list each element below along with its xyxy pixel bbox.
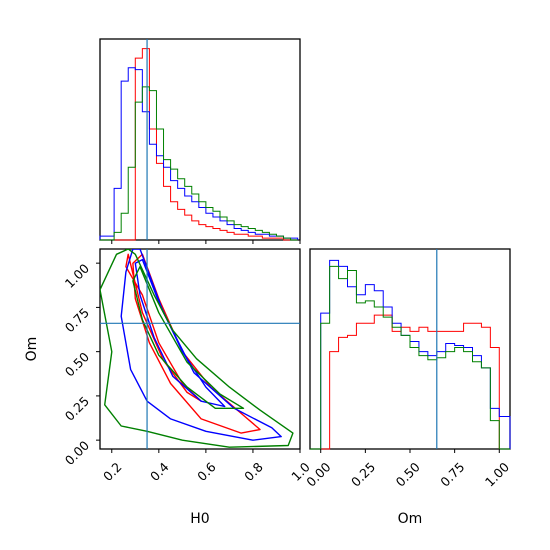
contour-2-0 <box>100 249 294 448</box>
om-x-tick-label: 0.50 <box>393 459 423 489</box>
om-marginal-panel: 0.00 0.25 0.50 0.75 1.00 Om <box>303 248 512 527</box>
om-histograms <box>310 259 511 450</box>
h0-histogram-0 <box>100 48 298 241</box>
h0-marginal-ticks <box>111 240 301 244</box>
h0-histogram-2 <box>100 86 298 241</box>
joint-y-tick-label: 0.00 <box>62 438 92 468</box>
h0-marginal-frame <box>99 38 301 241</box>
joint-y-tick-label: 0.50 <box>62 349 92 379</box>
om-marginal-ticks: 0.00 0.25 0.50 0.75 1.00 <box>303 449 512 490</box>
om-x-tick-label: 0.75 <box>437 459 467 489</box>
joint-y-tick-label: 0.25 <box>62 393 92 423</box>
contour-1-1 <box>134 258 226 408</box>
joint-y-tick-label: 0.75 <box>62 305 92 335</box>
y-axis-label-om: Om <box>24 337 40 362</box>
joint-contours <box>100 249 294 448</box>
joint-x-tick-label: 0.8 <box>241 459 266 484</box>
joint-x-tick-label: 0.6 <box>194 459 219 484</box>
om-histogram-2 <box>310 265 510 450</box>
joint-x-tick-label: 0.4 <box>147 459 172 484</box>
joint-frame <box>99 248 301 450</box>
om-x-tick-label: 0.00 <box>303 459 333 489</box>
x-axis-label-om: Om <box>398 511 423 527</box>
om-marginal-frame <box>309 248 511 450</box>
h0-histograms <box>99 48 299 241</box>
om-x-tick-label: 1.00 <box>482 459 512 489</box>
contour-1-0 <box>120 249 282 441</box>
joint-y-tick-label: 1.00 <box>62 261 92 291</box>
h0-marginal-panel <box>99 38 301 244</box>
om-histogram-0 <box>310 314 510 450</box>
x-axis-label-h0: H0 <box>190 511 209 527</box>
h0-histogram-1 <box>99 67 299 240</box>
om-x-tick-label: 0.25 <box>348 459 378 489</box>
contour-2-1 <box>132 266 245 409</box>
joint-x-tick-label: 0.2 <box>100 459 125 484</box>
joint-panel: 0.2 0.4 0.6 0.8 1.00.000.250.500.751.00 H0 O… <box>24 248 313 527</box>
